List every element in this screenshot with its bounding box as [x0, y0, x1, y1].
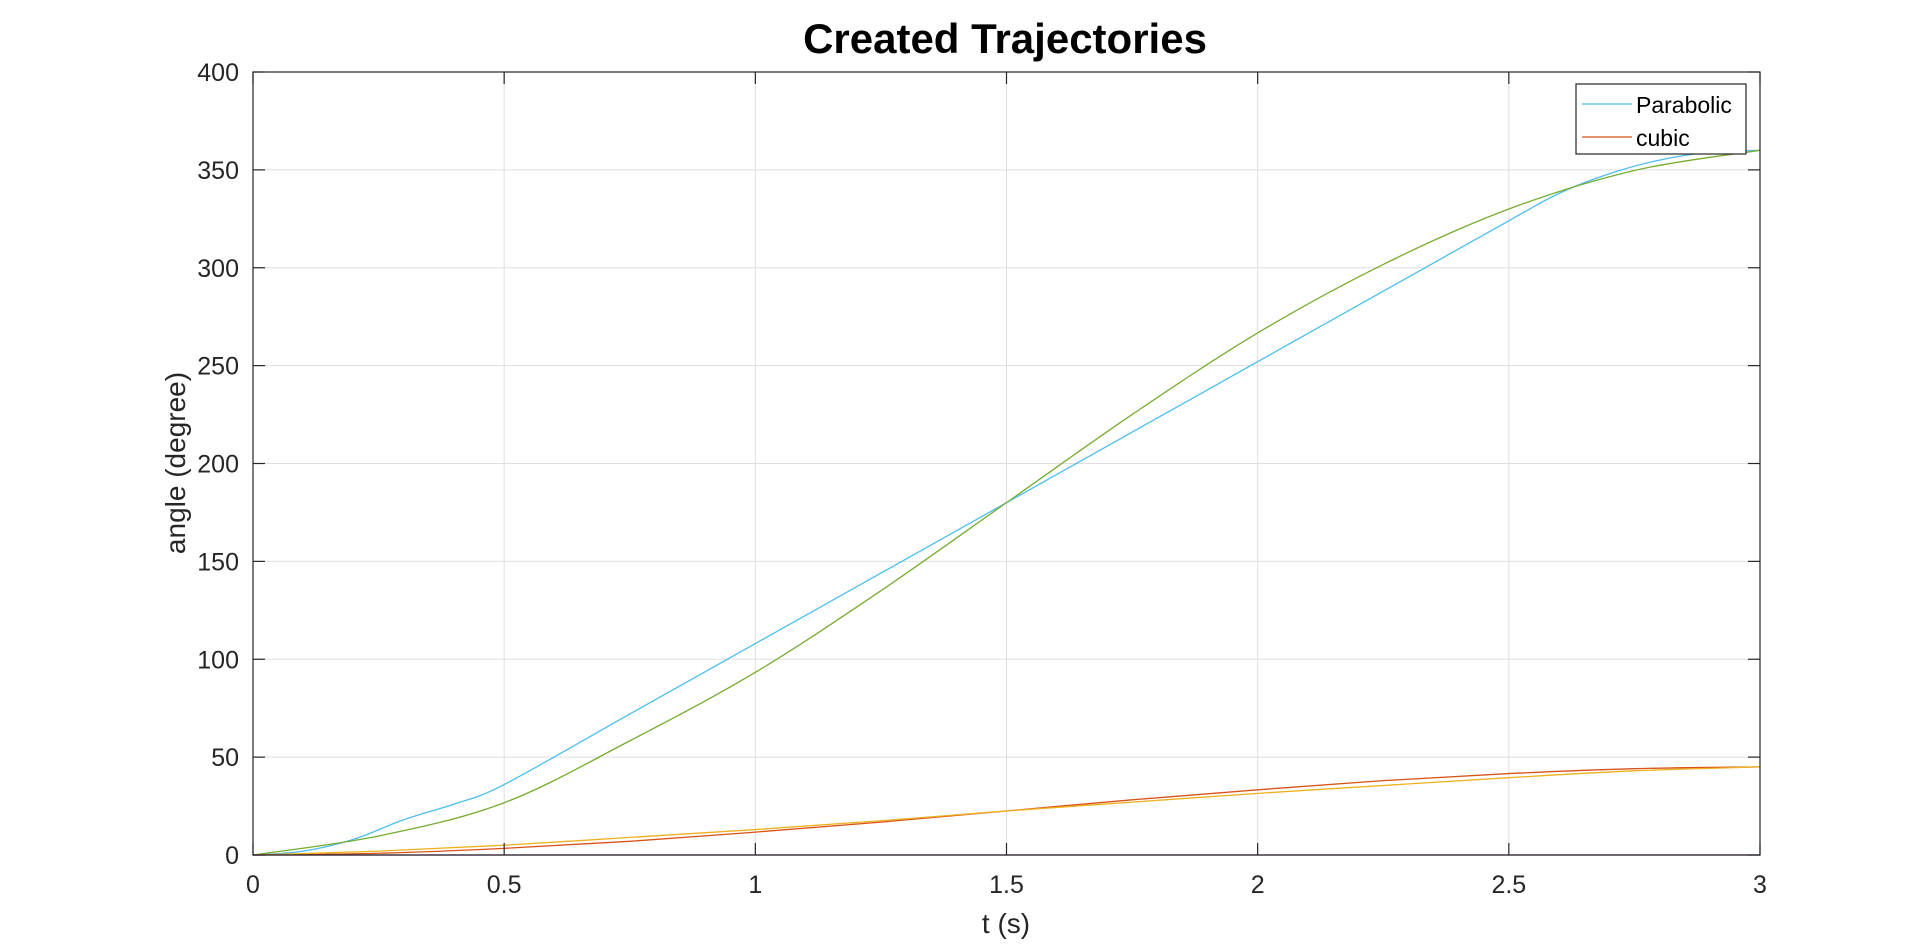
chart-title: Created Trajectories	[803, 15, 1207, 62]
y-tick-label: 100	[197, 646, 239, 674]
y-tick-label: 50	[211, 744, 239, 772]
x-tick-labels: 0 0.5 1 1.5 2 2.5 3	[246, 871, 1767, 899]
y-tick-label: 400	[197, 59, 239, 87]
y-tick-label: 150	[197, 548, 239, 576]
x-tick-label: 0.5	[487, 871, 522, 899]
x-axis-label: t (s)	[982, 908, 1030, 939]
x-tick-label: 0	[246, 871, 260, 899]
y-axis-label: angle (degree)	[160, 372, 191, 554]
x-tick-label: 2.5	[1491, 871, 1526, 899]
legend-box	[1575, 83, 1747, 155]
legend-label-cubic: cubic	[1636, 125, 1690, 151]
legend: Parabolic cubic	[1575, 83, 1747, 155]
y-tick-label: 350	[197, 157, 239, 185]
axis-ticks	[252, 71, 1761, 856]
x-tick-label: 2	[1251, 871, 1265, 899]
x-tick-label: 3	[1753, 871, 1767, 899]
y-tick-label: 300	[197, 255, 239, 283]
x-tick-label: 1.5	[989, 871, 1024, 899]
y-tick-label: 0	[225, 842, 239, 870]
y-tick-label: 250	[197, 353, 239, 381]
legend-label-parabolic: Parabolic	[1636, 92, 1732, 118]
grid-lines	[252, 71, 1761, 856]
x-tick-label: 1	[748, 871, 762, 899]
y-tick-label: 200	[197, 451, 239, 479]
series-line-3	[252, 149, 1761, 856]
y-tick-labels: 0 50 100 150 200 250 300 350 400	[197, 59, 239, 870]
